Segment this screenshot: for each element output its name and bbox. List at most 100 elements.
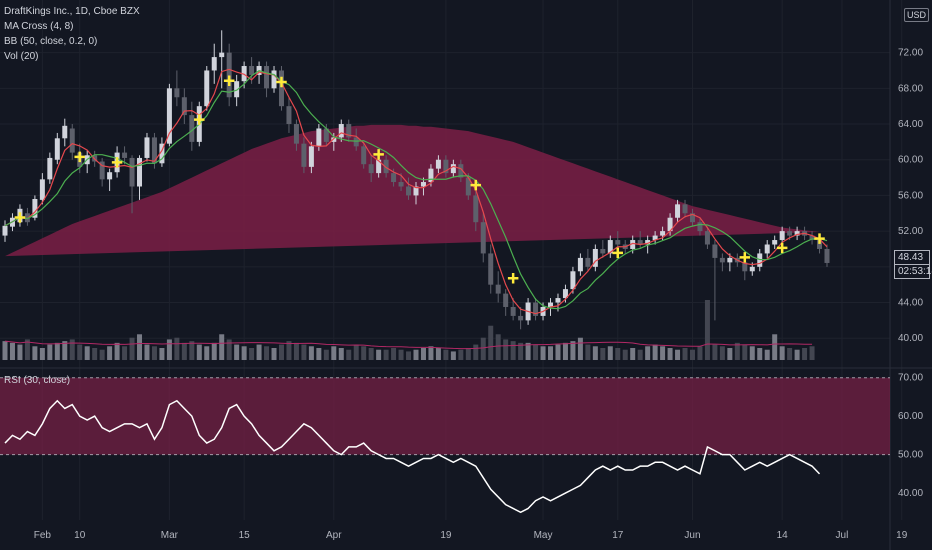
cross-marker bbox=[814, 233, 825, 244]
volume-bar bbox=[271, 348, 277, 360]
candle-body bbox=[413, 186, 419, 196]
cross-marker bbox=[194, 114, 205, 125]
legend-bb[interactable]: BB (50, close, 0.2, 0) bbox=[4, 36, 98, 47]
volume-bar bbox=[697, 346, 703, 360]
candle-body bbox=[809, 235, 815, 241]
volume-bar bbox=[137, 334, 143, 360]
time-tick-label: 14 bbox=[777, 530, 789, 541]
time-tick-label: Jul bbox=[836, 530, 849, 541]
cross-marker bbox=[776, 242, 788, 254]
candle-body bbox=[645, 240, 651, 245]
candle-body bbox=[779, 231, 785, 241]
candle-body bbox=[600, 248, 606, 254]
volume-bar bbox=[794, 349, 800, 360]
volume-bar bbox=[585, 344, 591, 360]
price-tick-label: 72.00 bbox=[898, 48, 923, 59]
cross-marker bbox=[612, 247, 624, 259]
cross-markers bbox=[14, 75, 825, 284]
cross-marker bbox=[74, 151, 85, 163]
candle-body bbox=[368, 164, 374, 174]
cross-marker bbox=[507, 273, 519, 284]
candle-body bbox=[2, 225, 8, 236]
volume-bar bbox=[174, 337, 180, 360]
volume-bar bbox=[99, 349, 105, 360]
volume-bar bbox=[757, 348, 763, 360]
cross-marker bbox=[111, 157, 123, 168]
volume-bar bbox=[525, 342, 531, 360]
rsi-band bbox=[0, 377, 890, 455]
volume-bar bbox=[69, 339, 75, 360]
candle-body bbox=[630, 240, 636, 249]
candle-body bbox=[637, 240, 643, 245]
price-tick-label: 60.00 bbox=[898, 155, 923, 166]
rsi-tick-label: 40.00 bbox=[898, 488, 923, 499]
cross-marker bbox=[739, 252, 751, 263]
volume-bar bbox=[219, 334, 225, 360]
candle-body bbox=[54, 138, 60, 160]
rsi-tick-label: 50.00 bbox=[898, 450, 923, 461]
cross-marker bbox=[14, 212, 26, 223]
volume-ma-line bbox=[4, 340, 813, 350]
volume-bars bbox=[2, 300, 815, 360]
candle-body bbox=[473, 195, 479, 223]
axes: 72.0068.0064.0060.0056.0052.0048.0044.00… bbox=[34, 48, 924, 541]
candle-body bbox=[316, 128, 322, 147]
volume-bar bbox=[84, 346, 90, 360]
volume-bar bbox=[689, 349, 695, 360]
volume-bar bbox=[779, 346, 785, 360]
legend-ma-cross[interactable]: MA Cross (4, 8) bbox=[4, 21, 74, 32]
time-tick-label: 19 bbox=[440, 530, 452, 541]
volume-bar bbox=[428, 346, 434, 360]
candle-body bbox=[727, 257, 733, 263]
ma-fast-line bbox=[4, 68, 828, 315]
volume-bar bbox=[772, 334, 778, 360]
candle-body bbox=[234, 81, 240, 98]
volume-bar bbox=[802, 348, 808, 360]
volume-bar bbox=[368, 348, 374, 360]
volume-bar bbox=[32, 346, 38, 360]
legend-vol[interactable]: Vol (20) bbox=[4, 51, 39, 62]
volume-bar bbox=[129, 337, 135, 360]
currency-badge[interactable]: USD bbox=[904, 8, 930, 22]
candle-body bbox=[660, 231, 666, 236]
volume-bar bbox=[353, 344, 359, 360]
volume-ma bbox=[4, 340, 813, 350]
candle-body bbox=[376, 159, 382, 174]
time-tick-label: Mar bbox=[161, 530, 179, 541]
volume-bar bbox=[562, 342, 568, 360]
candle-body bbox=[278, 70, 284, 107]
volume-bar bbox=[809, 346, 815, 360]
candle-body bbox=[450, 164, 456, 174]
volume-bar bbox=[346, 349, 352, 360]
volume-bar bbox=[645, 346, 651, 360]
volume-bar bbox=[682, 348, 688, 360]
candle-body bbox=[458, 164, 464, 178]
candle-body bbox=[398, 182, 404, 187]
rsi-legend[interactable]: RSI (30, close) bbox=[4, 375, 71, 386]
volume-bar bbox=[488, 325, 494, 360]
price-tick-label: 68.00 bbox=[898, 83, 923, 94]
volume-bar bbox=[637, 349, 643, 360]
price-tick-label: 40.00 bbox=[898, 333, 923, 344]
bollinger-band bbox=[5, 124, 820, 257]
volume-bar bbox=[704, 300, 710, 360]
candle-body bbox=[107, 172, 113, 180]
legend-symbol[interactable]: DraftKings Inc., 1D, Cboe BZX bbox=[4, 6, 140, 17]
candle-body bbox=[151, 137, 157, 164]
volume-bar bbox=[480, 337, 486, 360]
candle-body bbox=[241, 66, 247, 82]
candle-body bbox=[166, 88, 172, 144]
volume-bar bbox=[630, 348, 636, 360]
volume-bar bbox=[308, 346, 314, 360]
volume-bar bbox=[286, 341, 292, 360]
volume-bar bbox=[742, 344, 748, 360]
candles bbox=[2, 30, 830, 330]
cross-marker bbox=[276, 76, 287, 88]
volume-bar bbox=[144, 344, 150, 360]
volume-bar bbox=[122, 346, 128, 360]
candle-body bbox=[346, 124, 352, 138]
candle-body bbox=[742, 262, 748, 272]
candle-body bbox=[749, 266, 755, 272]
volume-bar bbox=[24, 339, 30, 360]
